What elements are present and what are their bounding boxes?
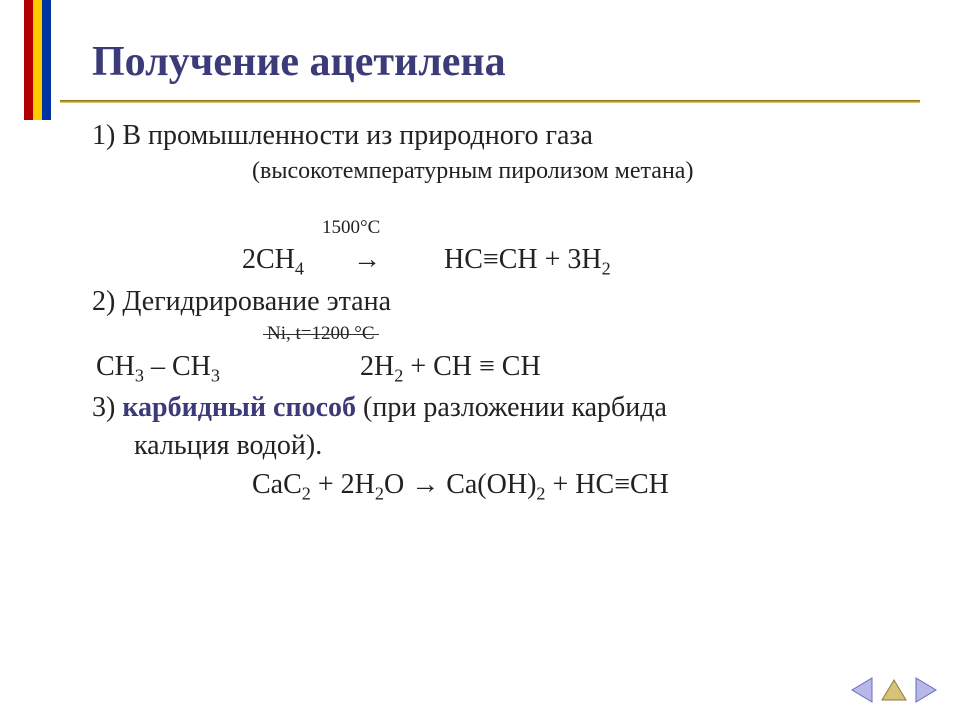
nav-controls (848, 676, 940, 704)
eq2-s2: 3 (211, 365, 220, 385)
eq1-sub-left: 4 (295, 259, 304, 279)
stripe-yellow (33, 0, 42, 120)
slide-content: 1) В промышленности из природного газа (… (92, 116, 930, 508)
eq1-left: 2CH (242, 244, 295, 275)
nav-up-icon[interactable] (880, 676, 908, 704)
stripe-white (51, 0, 60, 120)
nav-next-icon[interactable] (914, 676, 940, 704)
title-underline (60, 100, 920, 103)
stripe-blue (42, 0, 51, 120)
eq3-d: + HC≡CH (546, 469, 669, 500)
point3-line2: кальция водой). (92, 428, 930, 464)
nav-prev-icon[interactable] (848, 676, 874, 704)
eq2-gap (227, 351, 353, 382)
eq2-r1: 2H (360, 351, 394, 382)
eq3-a: CaC (252, 469, 302, 500)
eq1-sub-right: 2 (602, 259, 611, 279)
eq2-dash: – CH (144, 351, 211, 382)
eq2-l1: CH (96, 351, 135, 382)
point3-term: карбидный способ (122, 392, 356, 423)
eq1-right: HC≡CH + 3H (444, 244, 602, 275)
point1-temp: 1500°C (92, 216, 930, 241)
point2-equation: CH3 – CH3 2H2 + CH ≡ CH (92, 349, 930, 388)
eq2-s3: 2 (394, 365, 403, 385)
point3-num: 3) (92, 392, 122, 423)
point2-cond-text: Ni, t=1200 °C (267, 322, 375, 347)
point2-cond: Ni, t=1200 °C (92, 322, 930, 347)
stripe-red (24, 0, 33, 120)
point3-rest: (при разложении карбида (356, 392, 667, 423)
page-title: Получение ацетилена (92, 38, 506, 86)
eq2-plus: + CH ≡ CH (403, 351, 540, 382)
point1-label: 1) В промышленности из природного газа (92, 118, 930, 154)
point3-line1: 3) карбидный способ (при разложении карб… (92, 390, 930, 426)
accent-stripes (24, 0, 60, 120)
eq1-arrow: → (353, 244, 381, 275)
eq3-b: + 2H (311, 469, 375, 500)
point3-equation: CaC2 + 2H2O → Ca(OH)2 + HC≡CH (92, 467, 930, 506)
eq3-s1: 2 (302, 483, 311, 503)
eq2-s1: 3 (135, 365, 144, 385)
eq3-s2: 2 (375, 483, 384, 503)
point1-sublabel: (высокотемпературным пиролизом метана) (92, 156, 930, 187)
point1-equation: 2CH4 → HC≡CH + 3H2 (92, 242, 930, 281)
eq3-c: O → Ca(OH) (384, 469, 536, 500)
eq3-s3: 2 (536, 483, 545, 503)
point2-label: 2) Дегидрирование этана (92, 284, 930, 320)
